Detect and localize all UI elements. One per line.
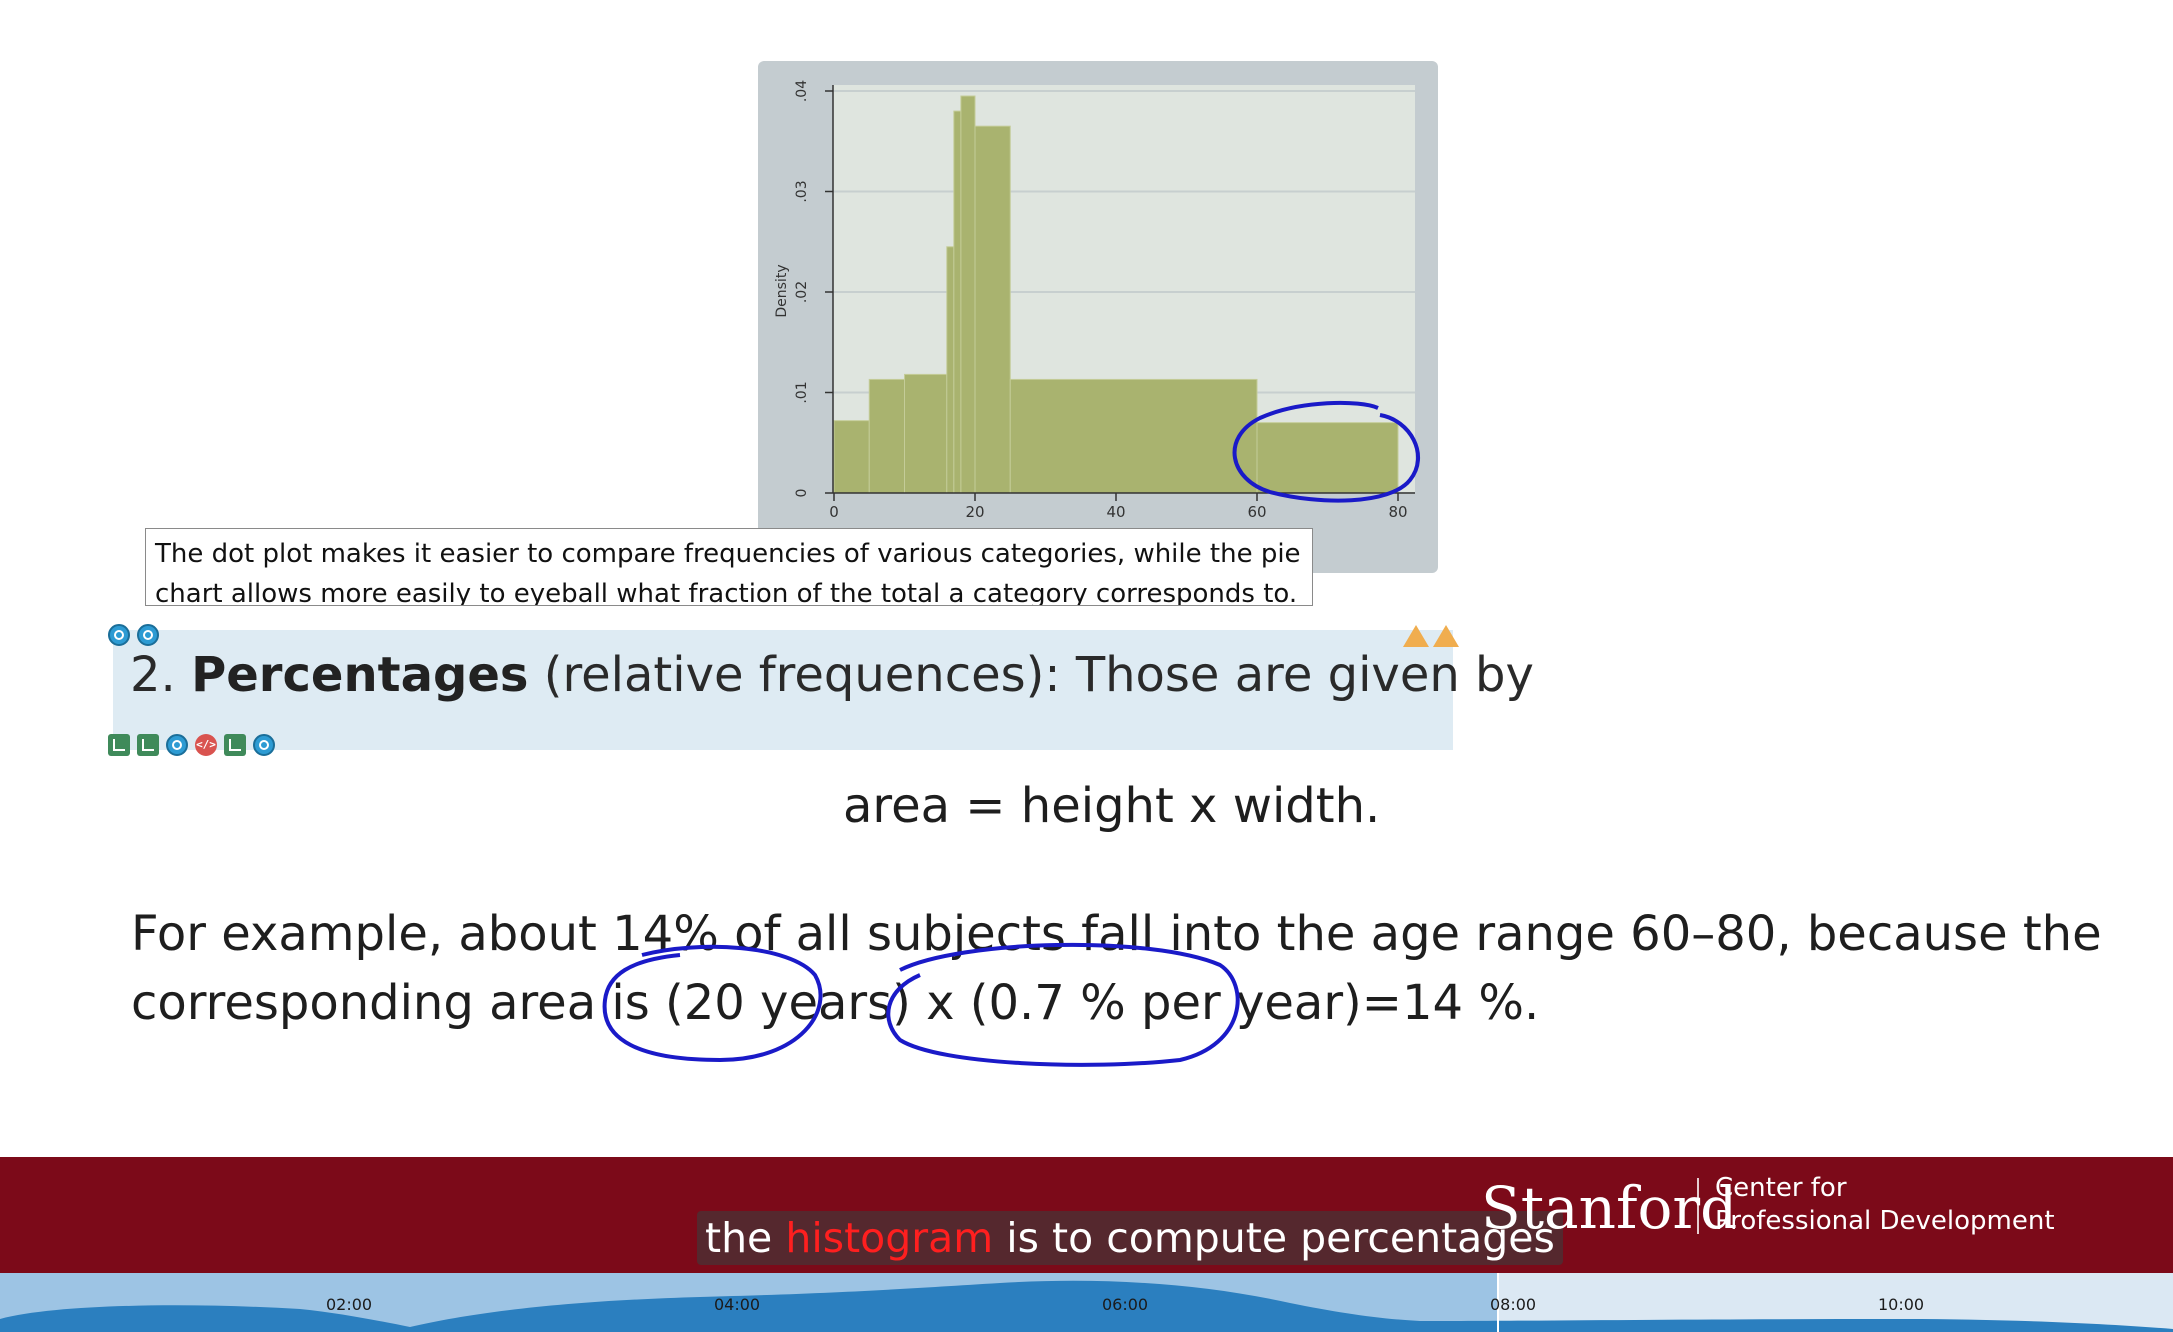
section-heading: 2. Percentages (relative frequences): Th… bbox=[130, 647, 1534, 703]
y-tick-label: .04 bbox=[794, 80, 810, 102]
timeline-waveform bbox=[0, 1280, 2173, 1332]
list-icon[interactable] bbox=[224, 734, 246, 756]
target-icon[interactable] bbox=[166, 734, 188, 756]
timeline-label: 04:00 bbox=[714, 1295, 761, 1314]
x-tick-label: 0 bbox=[829, 503, 839, 521]
histogram-chart: 0 .01 .02 .03 .04 0 20 40 60 80 Density bbox=[774, 80, 1415, 521]
caption-box: The dot plot makes it easier to compare … bbox=[145, 528, 1313, 606]
timeline-label: 06:00 bbox=[1102, 1295, 1149, 1314]
histogram-bar bbox=[904, 373, 948, 494]
caption-line-1: The dot plot makes it easier to compare … bbox=[155, 539, 1301, 569]
histogram-bar bbox=[974, 125, 1011, 494]
caption-line-2: chart allows more easily to eyeball what… bbox=[155, 579, 1298, 606]
histogram-bar bbox=[833, 420, 870, 494]
histogram-bar bbox=[960, 95, 976, 494]
histogram-bar bbox=[946, 246, 955, 494]
x-tick-label: 80 bbox=[1388, 503, 1407, 521]
timeline-label: 08:00 bbox=[1490, 1295, 1537, 1314]
histogram-bar bbox=[1256, 422, 1399, 494]
formula: area = height x width. bbox=[843, 778, 1381, 834]
subtitle-highlight: histogram bbox=[785, 1214, 994, 1262]
target-icon[interactable] bbox=[137, 624, 159, 646]
target-icon[interactable] bbox=[108, 624, 130, 646]
timeline-label: 02:00 bbox=[326, 1295, 373, 1314]
heading-number: 2. bbox=[130, 647, 176, 703]
histogram-bar bbox=[868, 378, 905, 494]
logo-tagline-1: Center for bbox=[1715, 1173, 1847, 1203]
histogram-bar bbox=[953, 110, 962, 494]
timeline-label: 10:00 bbox=[1878, 1295, 1925, 1314]
x-tick-label: 40 bbox=[1106, 503, 1125, 521]
x-tick-label: 60 bbox=[1247, 503, 1266, 521]
warning-icon[interactable] bbox=[1433, 625, 1459, 647]
example-line-1: For example, about 14% of all subjects f… bbox=[131, 906, 2102, 962]
video-timeline[interactable]: 02:00 04:00 06:00 08:00 10:00 bbox=[0, 1273, 2173, 1332]
y-axis-label: Density bbox=[774, 264, 790, 317]
list-icon[interactable] bbox=[108, 734, 130, 756]
y-tick-label: .01 bbox=[794, 381, 810, 403]
stanford-logo: Stanford bbox=[1481, 1174, 1738, 1242]
x-tick-label: 20 bbox=[965, 503, 984, 521]
y-tick-label: 0 bbox=[794, 489, 810, 498]
target-icon[interactable] bbox=[253, 734, 275, 756]
logo-divider bbox=[1697, 1178, 1699, 1234]
example-line-2: corresponding area is (20 years) x (0.7 … bbox=[131, 975, 1540, 1031]
subtitle-caption: the histogram is to compute percentages bbox=[697, 1211, 1563, 1265]
heading-bold: Percentages bbox=[191, 647, 529, 703]
warning-icon[interactable] bbox=[1403, 625, 1429, 647]
code-icon[interactable]: </> bbox=[195, 734, 217, 756]
heading-rest: (relative frequences): Those are given b… bbox=[543, 647, 1534, 703]
subtitle-after: is to compute percentages bbox=[1006, 1214, 1555, 1262]
heading-highlight bbox=[113, 630, 1453, 750]
histogram-bar bbox=[1009, 378, 1258, 494]
subtitle-before: the bbox=[705, 1214, 773, 1262]
logo-tagline-2: Professional Development bbox=[1715, 1206, 2055, 1236]
timeline-playhead[interactable] bbox=[1497, 1273, 1500, 1332]
list-icon[interactable] bbox=[137, 734, 159, 756]
y-tick-label: .03 bbox=[794, 180, 810, 202]
y-tick-label: .02 bbox=[794, 281, 810, 303]
